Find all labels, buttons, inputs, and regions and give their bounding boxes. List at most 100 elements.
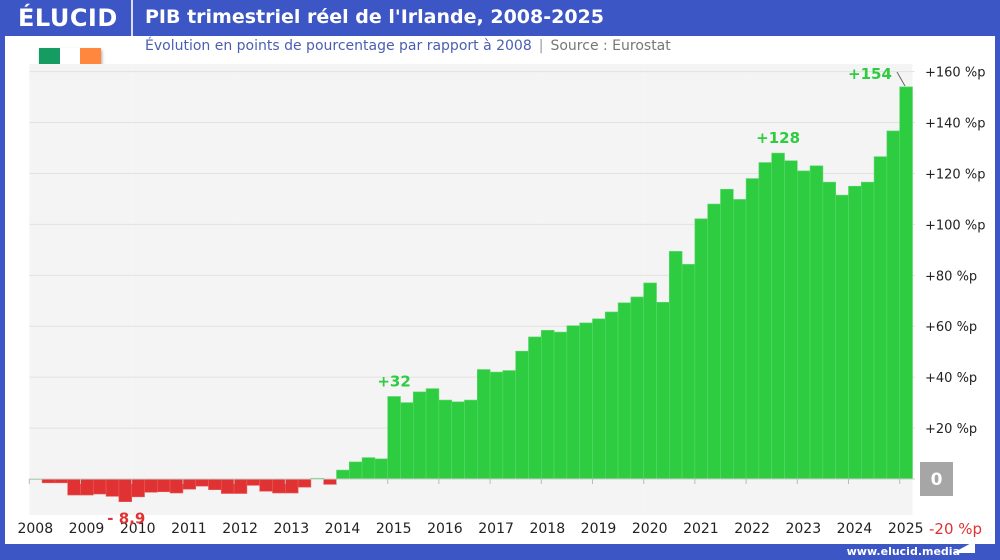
annotation-peak: +32 — [377, 373, 410, 391]
x-tick-label: 2017 — [478, 521, 514, 537]
bar — [195, 478, 209, 487]
y-tick-label: +100 %p — [925, 218, 985, 233]
bar — [732, 199, 747, 480]
y-tick-label-zero: 0 — [931, 470, 943, 490]
bar — [899, 86, 913, 480]
bar — [348, 461, 363, 480]
background-band — [234, 64, 337, 515]
x-tick-label: 2010 — [120, 521, 156, 537]
bar — [105, 478, 120, 497]
bar — [169, 478, 184, 494]
bar — [259, 478, 273, 492]
x-tick-label: 2018 — [529, 521, 565, 537]
bar — [668, 251, 683, 480]
annotation-min: - 8,9 — [107, 510, 145, 528]
x-tick-label: 2016 — [427, 521, 463, 537]
bar — [528, 336, 542, 480]
y-tick-label: +160 %p — [925, 66, 985, 81]
bar — [771, 152, 785, 480]
bar — [515, 350, 529, 480]
bar — [476, 369, 491, 480]
bar — [387, 396, 401, 480]
bar — [233, 478, 248, 494]
background-band — [131, 64, 235, 515]
x-tick-label: 2012 — [222, 521, 258, 537]
header: ÉLUCID PIB trimestriel réel de l'Irlande… — [0, 0, 1000, 36]
bar — [553, 331, 568, 480]
bar — [54, 478, 69, 484]
y-tick-label: +40 %p — [925, 371, 977, 386]
x-tick-label: 2024 — [837, 521, 873, 537]
bar — [745, 178, 760, 480]
bar — [400, 402, 414, 480]
bar — [67, 478, 81, 496]
bar — [835, 194, 849, 480]
y-tick-label: +80 %p — [925, 269, 977, 284]
bar — [707, 203, 721, 480]
y-tick-label: +120 %p — [925, 167, 985, 182]
x-tick-label: 2014 — [325, 521, 361, 537]
bar — [886, 130, 901, 480]
bar — [374, 458, 388, 480]
bar — [630, 296, 645, 480]
x-tick-label: 2015 — [376, 521, 412, 537]
bar — [809, 165, 824, 480]
bar — [464, 399, 478, 480]
subtitle-text: Évolution en points de pourcentage par r… — [145, 38, 532, 54]
bar — [425, 388, 440, 480]
bar — [502, 370, 516, 480]
bar — [118, 478, 133, 502]
y-tick-label: +140 %p — [925, 117, 985, 132]
y-tick-label: +60 %p — [925, 320, 977, 335]
x-tick-label: 2025 — [888, 521, 924, 537]
bar — [361, 457, 376, 480]
bar — [758, 162, 773, 480]
bar — [438, 399, 452, 480]
bar — [566, 325, 581, 480]
bar — [540, 330, 555, 480]
x-tick-label: 2023 — [785, 521, 821, 537]
bar — [412, 391, 427, 480]
bar — [592, 318, 606, 480]
bar — [144, 478, 158, 493]
bar — [796, 170, 811, 480]
bar — [720, 188, 734, 480]
background-band — [29, 64, 132, 515]
bar — [860, 181, 875, 480]
bar — [822, 181, 837, 480]
bar — [694, 218, 709, 480]
x-tick-label: 2013 — [273, 521, 309, 537]
bar — [80, 478, 94, 496]
bar — [656, 302, 670, 480]
annotation-peak: +128 — [756, 129, 800, 147]
footer-url[interactable]: www.elucid.media — [846, 545, 960, 558]
bar — [579, 322, 593, 480]
elucid-logo: ÉLUCID — [18, 4, 118, 32]
bar — [489, 371, 504, 480]
bar — [604, 311, 619, 480]
bar — [681, 264, 696, 480]
bar — [246, 478, 260, 486]
bar — [131, 478, 145, 498]
zero-label-box — [920, 462, 953, 496]
bar — [221, 478, 235, 494]
header-divider — [131, 0, 133, 36]
x-tick-label: 2019 — [581, 521, 617, 537]
bar — [784, 160, 798, 480]
bar — [208, 478, 222, 490]
bar — [157, 478, 171, 493]
bar — [272, 478, 286, 494]
subtitle-separator: | — [538, 38, 544, 54]
x-tick-label: 2020 — [632, 521, 668, 537]
x-tick-label: 2021 — [683, 521, 719, 537]
bar — [643, 282, 657, 480]
x-tick-label: 2008 — [17, 521, 53, 537]
source-label: Source : Eurostat — [550, 38, 671, 54]
annotation-last: +154 — [848, 65, 892, 83]
bar — [284, 478, 299, 494]
bar — [873, 156, 888, 480]
bar — [323, 478, 337, 485]
bar — [336, 469, 350, 480]
y-tick-label-negative: -20 %p — [929, 520, 982, 538]
